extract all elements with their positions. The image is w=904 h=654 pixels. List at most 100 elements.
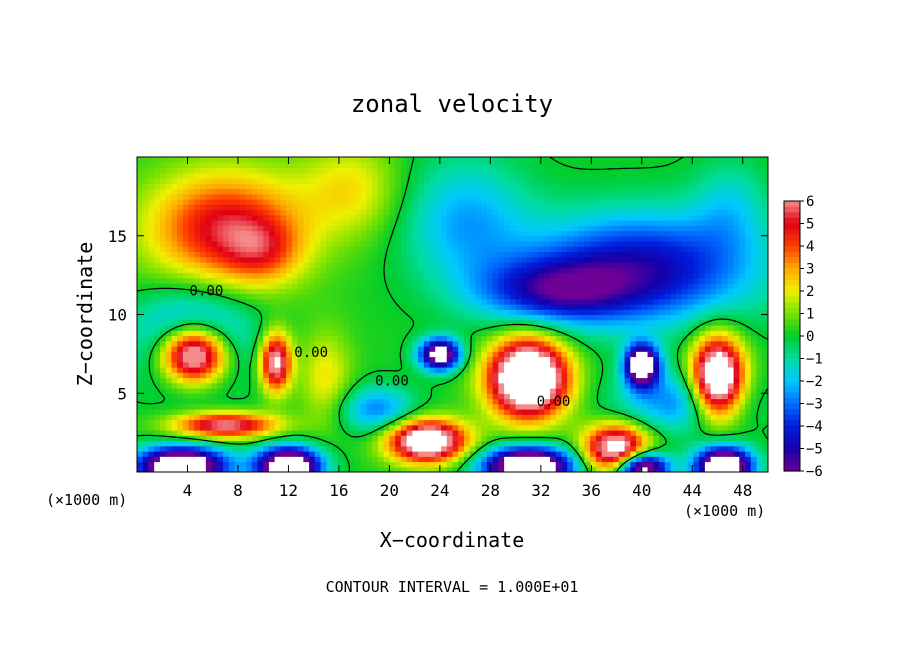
heat-cell [303,419,310,426]
heat-cell [142,398,150,405]
heat-cell [607,277,614,284]
heat-cell [429,267,436,274]
heat-cell [584,445,591,452]
heat-cell [492,241,499,247]
heat-cell [251,293,259,300]
heat-cell [343,272,350,279]
heat-cell [601,388,608,394]
heat-cell [354,319,362,326]
heat-cell [165,235,173,242]
heat-cell [372,403,379,410]
heat-cell [544,319,551,326]
heat-cell [154,162,161,169]
heat-cell [171,356,178,363]
heat-cell [245,199,253,205]
heat-cell [354,393,362,400]
heat-cell [504,377,511,384]
heat-cell [274,424,282,431]
heat-cell [268,461,276,468]
heat-cell [486,220,494,226]
heat-cell [349,335,356,342]
heat-cell [148,188,155,195]
heat-cell [441,183,448,190]
heat-cell [154,340,161,347]
heat-cell [182,162,190,169]
heat-cell [240,372,247,379]
heat-cell [538,162,545,169]
heat-cell [578,225,586,232]
heat-cell [544,277,551,284]
heat-cell [142,330,150,337]
heat-cell [395,293,402,300]
heat-cell [343,230,350,237]
heat-cell [383,398,390,405]
heat-cell [182,256,190,263]
heat-cell [509,445,517,452]
heat-cell [148,325,155,331]
heat-cell [538,272,545,279]
heat-cell [452,309,459,316]
heat-cell [268,403,276,410]
heat-cell [400,461,408,468]
heat-cell [314,178,322,184]
heat-cell [234,199,241,205]
heat-cell [205,409,213,415]
heat-cell [527,367,534,373]
heat-cell [148,220,155,226]
heat-cell [377,272,385,279]
heat-cell [446,288,454,295]
heat-cell [418,298,425,305]
heat-cell [240,230,247,237]
heat-cell [200,456,207,463]
heat-cell [400,183,408,190]
heat-cell [389,330,396,337]
heat-cell [223,251,230,258]
heat-cell [492,309,499,316]
heat-cell [142,204,150,211]
heat-cell [309,314,316,321]
heat-cell [463,167,471,174]
heat-cell [561,199,568,205]
heat-cell [309,377,316,384]
heat-cell [435,440,442,447]
heat-cell [412,424,419,431]
heat-cell [521,230,528,237]
heat-cell [211,330,218,337]
heat-cell [550,382,557,389]
heat-cell [159,466,167,472]
heat-cell [527,172,534,179]
heat-cell [360,246,368,253]
heat-cell [326,167,333,174]
heat-cell [509,241,517,247]
heat-cell [377,445,385,452]
heat-cell [550,235,557,242]
heat-cell [297,414,304,421]
heat-cell [200,388,207,394]
heat-cell [200,241,207,247]
heat-cell [337,340,345,347]
heat-cell [137,461,144,468]
heat-cell [257,314,264,321]
heat-cell [435,178,442,184]
heat-cell [435,293,442,300]
heat-cell [326,178,333,184]
heat-cell [578,351,586,358]
heat-cell [538,157,545,163]
heat-cell [182,388,190,394]
heat-cell [228,424,236,431]
heat-cell [383,199,390,205]
heat-cell [314,419,322,426]
heat-cell [291,267,299,274]
heat-cell [498,267,505,274]
heat-cell [584,283,591,289]
heat-cell [165,367,173,373]
heat-cell [584,204,591,211]
heat-cell [561,445,568,452]
heat-cell [159,330,167,337]
heat-cell [481,445,488,452]
heat-cell [211,424,218,431]
heat-cell [165,466,173,472]
heat-cell [550,340,557,347]
heat-cell [538,356,545,363]
heat-cell [452,178,459,184]
